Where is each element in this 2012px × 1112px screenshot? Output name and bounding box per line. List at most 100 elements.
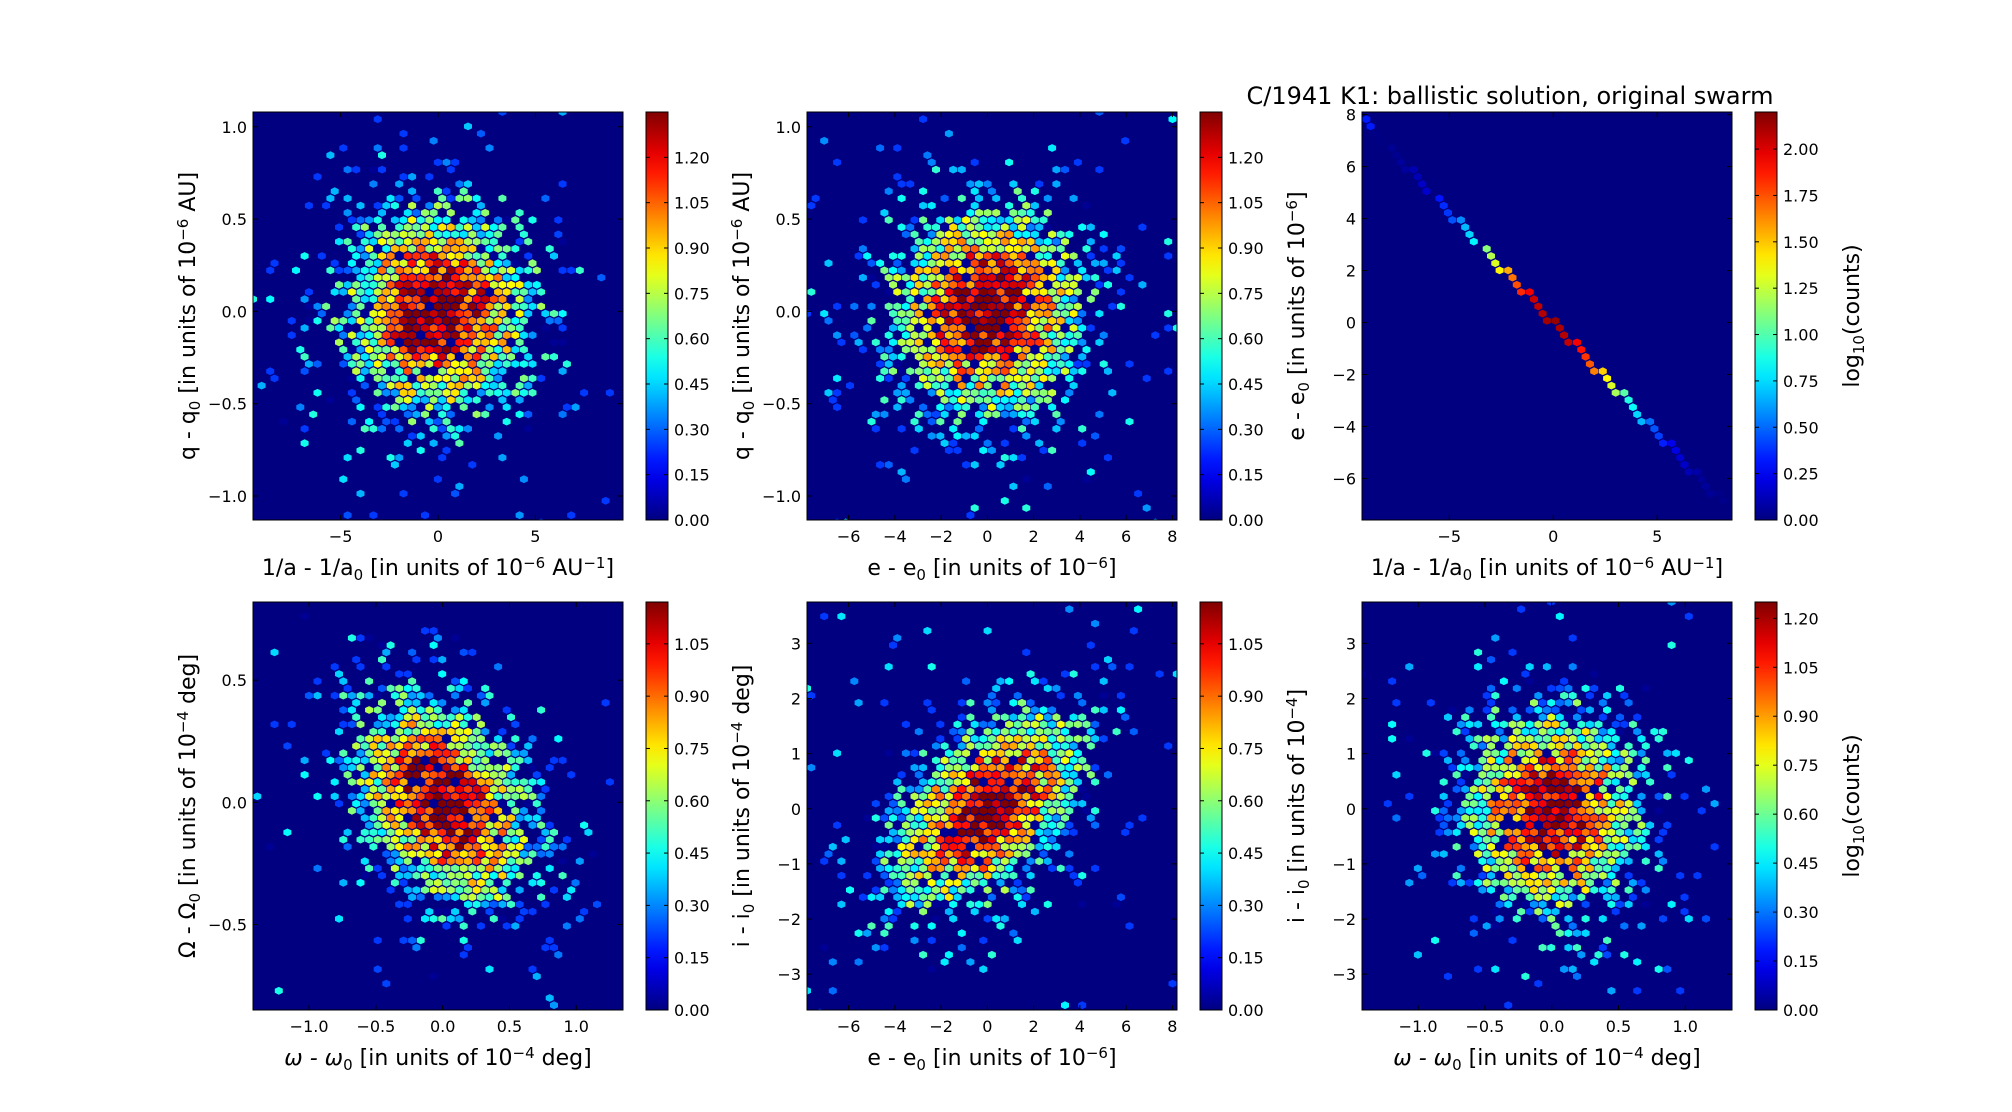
hexbin-cell xyxy=(360,280,369,289)
hexbin-cell xyxy=(481,814,490,822)
hexbin-cell xyxy=(339,345,348,354)
hexbin-cell xyxy=(378,424,386,433)
hexbin-cell xyxy=(1680,460,1689,469)
hexbin-cell xyxy=(1581,352,1590,361)
hexbin-cell xyxy=(1056,244,1065,253)
hexbin-cell xyxy=(347,360,356,368)
hexbin-cell xyxy=(901,893,910,902)
hexbin-cell xyxy=(1620,778,1629,786)
hexbin-cell xyxy=(1009,799,1018,808)
hexbin-cell xyxy=(1525,821,1534,830)
hexbin-cell xyxy=(1693,468,1702,476)
hexbin-cell xyxy=(979,302,988,311)
hexbin-cell xyxy=(962,288,971,296)
hexbin-cell xyxy=(347,259,356,268)
hexbin-cell xyxy=(1547,770,1556,779)
hexbin-cell xyxy=(1517,806,1526,815)
hexbin-cell xyxy=(1577,835,1586,844)
hexbin-cell xyxy=(472,814,481,822)
hexbin-cell xyxy=(511,835,520,844)
hexbin-cell xyxy=(558,180,567,188)
hexbin-cell xyxy=(957,742,966,750)
hexbin-cell xyxy=(1048,374,1057,383)
hexbin-cell xyxy=(949,756,958,765)
hexbin-cell xyxy=(1512,828,1521,837)
hexbin-cell xyxy=(1585,778,1594,786)
hexbin-cell xyxy=(373,403,382,412)
hexbin-cell xyxy=(966,280,975,289)
hexbin-cell xyxy=(528,965,537,974)
hexbin-cell xyxy=(403,742,412,750)
hexbin-cell xyxy=(1431,850,1440,858)
hexbin-cell xyxy=(360,252,369,260)
hexbin-cell xyxy=(421,338,429,347)
hexbin-cell xyxy=(451,634,460,642)
hexbin-cell xyxy=(953,244,962,253)
hexbin-cell xyxy=(936,259,945,268)
hexbin-cell xyxy=(889,914,897,923)
hexbin-cell xyxy=(910,806,919,815)
hexbin-cell xyxy=(438,698,447,707)
hexbin-cell xyxy=(446,295,455,304)
hexbin-cell xyxy=(485,302,494,311)
hexbin-cell xyxy=(1555,684,1564,693)
hexbin-cell xyxy=(837,900,846,909)
hexbin-cell xyxy=(550,828,558,837)
hexbin-cell xyxy=(1082,201,1091,210)
hexbin-cell xyxy=(476,201,485,210)
hexbin-cell xyxy=(1620,388,1629,397)
hexbin-cell xyxy=(889,252,897,260)
colorbar-tick-label: 0.75 xyxy=(1783,372,1819,391)
hexbin-cell xyxy=(442,720,451,729)
hexbin-cell xyxy=(1577,821,1586,830)
hexbin-cell xyxy=(1487,655,1495,664)
hexbin-cell xyxy=(1108,302,1117,311)
hexbin-cell xyxy=(352,742,361,750)
hexbin-cell xyxy=(1043,237,1052,246)
hexbin-cell xyxy=(1039,734,1048,743)
hexbin-cell xyxy=(390,720,399,729)
hexbin-cell xyxy=(1035,381,1044,390)
hexbin-cell xyxy=(313,864,322,873)
hexbin-cell xyxy=(992,814,1001,822)
colorbar-tick-label: 0.15 xyxy=(1228,466,1264,485)
hexbin-cell xyxy=(442,158,451,167)
hexbin-cell xyxy=(1616,900,1624,909)
hexbin-cell xyxy=(429,655,438,664)
hexbin-cell xyxy=(1555,929,1564,938)
hexbin-cell xyxy=(966,828,975,837)
hexbin-cell xyxy=(949,842,958,851)
hexbin-cell xyxy=(352,223,361,232)
hexbin-cell xyxy=(1035,237,1044,246)
hexbin-cell xyxy=(335,338,343,347)
hexbin-cell xyxy=(382,648,391,657)
hexbin-cell xyxy=(1000,799,1009,808)
hexbin-cell xyxy=(360,266,369,275)
hexbin-cell xyxy=(498,396,507,404)
hexbin-cell xyxy=(451,706,460,714)
hexbin-cell xyxy=(429,727,438,736)
hexbin-cell xyxy=(906,252,915,260)
hexbin-cell xyxy=(1116,244,1125,253)
hexbin-cell xyxy=(975,770,983,779)
hexbin-cell xyxy=(1069,367,1078,376)
hexbin-cell xyxy=(1521,799,1530,808)
hexbin-cell xyxy=(1043,857,1052,866)
hexbin-cell xyxy=(395,252,404,260)
hexbin-cell xyxy=(953,893,962,902)
hexbin-cell xyxy=(464,857,472,866)
hexbin-cell xyxy=(910,936,919,945)
hexbin-cell xyxy=(944,388,953,397)
hexbin-cell xyxy=(412,857,421,866)
hexbin-cell xyxy=(923,842,932,851)
hexbin-cell xyxy=(1641,684,1650,693)
hexbin-cell xyxy=(395,742,404,750)
hexbin-cell xyxy=(1491,878,1500,887)
hexbin-cell xyxy=(901,878,910,887)
hexbin-cell xyxy=(485,691,494,700)
hexbin-cell xyxy=(416,893,425,902)
hexbin-cell xyxy=(1061,756,1069,765)
hexbin-cell xyxy=(558,324,567,332)
hexbin-cell xyxy=(1095,410,1104,419)
hexbin-cell xyxy=(343,352,352,361)
